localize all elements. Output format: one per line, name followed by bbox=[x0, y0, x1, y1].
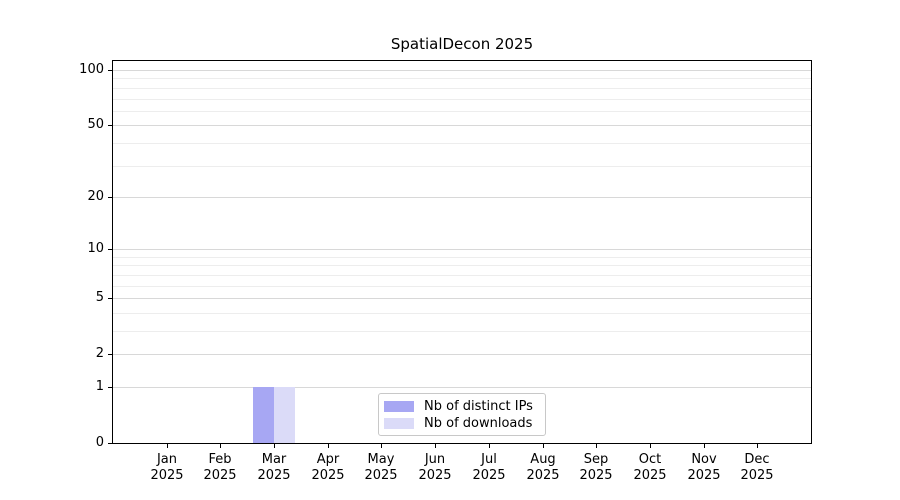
y-axis-tick-mark bbox=[108, 354, 113, 355]
y-tick-label: 20 bbox=[87, 189, 104, 204]
x-axis-tick-mark bbox=[650, 444, 651, 448]
bar-nb-of-distinct-ips bbox=[253, 387, 274, 443]
gridline-minor bbox=[113, 257, 811, 258]
gridline-minor bbox=[113, 88, 811, 89]
y-axis-tick-mark bbox=[108, 249, 113, 250]
x-axis-tick-mark bbox=[435, 444, 436, 448]
y-tick-label: 5 bbox=[95, 290, 104, 305]
y-tick-label: 0 bbox=[95, 435, 104, 450]
gridline-minor bbox=[113, 111, 811, 112]
y-tick-label: 10 bbox=[87, 241, 104, 256]
x-axis-tick-mark bbox=[381, 444, 382, 448]
gridline-major bbox=[113, 387, 811, 388]
x-tick-label: Dec 2025 bbox=[740, 452, 774, 483]
chart-title: SpatialDecon 2025 bbox=[390, 35, 534, 53]
gridline-minor bbox=[113, 286, 811, 287]
gridline-minor bbox=[113, 313, 811, 314]
bar-nb-of-downloads bbox=[274, 387, 295, 443]
x-axis-tick-mark bbox=[596, 444, 597, 448]
legend-swatch bbox=[384, 418, 414, 429]
x-tick-label: Sep 2025 bbox=[579, 452, 613, 483]
x-axis-tick-mark bbox=[543, 444, 544, 448]
legend-item: Nb of downloads bbox=[384, 416, 539, 431]
gridline-minor bbox=[113, 265, 811, 266]
plot-area bbox=[112, 60, 812, 444]
legend: Nb of distinct IPs Nb of downloads bbox=[378, 393, 546, 436]
y-axis-tick-mark bbox=[108, 387, 113, 388]
x-tick-label: Jun 2025 bbox=[418, 452, 452, 483]
y-axis-tick-mark bbox=[108, 70, 113, 71]
y-tick-label: 100 bbox=[79, 62, 104, 77]
y-tick-label: 1 bbox=[95, 379, 104, 394]
y-tick-label: 50 bbox=[87, 117, 104, 132]
gridline-major bbox=[113, 70, 811, 71]
x-tick-label: Aug 2025 bbox=[526, 452, 560, 483]
x-tick-label: Apr 2025 bbox=[311, 452, 345, 483]
gridline-minor bbox=[113, 99, 811, 100]
gridline-minor bbox=[113, 331, 811, 332]
gridline-minor bbox=[113, 166, 811, 167]
x-axis-tick-mark bbox=[704, 444, 705, 448]
gridline-minor bbox=[113, 275, 811, 276]
x-axis-tick-mark bbox=[274, 444, 275, 448]
y-axis-tick-mark bbox=[108, 125, 113, 126]
gridline-minor bbox=[113, 143, 811, 144]
x-axis-tick-mark bbox=[167, 444, 168, 448]
gridline-major bbox=[113, 298, 811, 299]
x-axis-tick-mark bbox=[489, 444, 490, 448]
x-tick-label: May 2025 bbox=[364, 452, 398, 483]
gridline-minor bbox=[113, 78, 811, 79]
legend-label: Nb of downloads bbox=[424, 416, 533, 431]
x-axis-tick-mark bbox=[220, 444, 221, 448]
x-tick-label: Feb 2025 bbox=[203, 452, 237, 483]
y-axis-tick-mark bbox=[108, 443, 113, 444]
x-tick-label: Oct 2025 bbox=[633, 452, 667, 483]
x-tick-label: Nov 2025 bbox=[687, 452, 721, 483]
y-axis-tick-mark bbox=[108, 298, 113, 299]
x-tick-label: Jan 2025 bbox=[150, 452, 184, 483]
legend-item: Nb of distinct IPs bbox=[384, 399, 539, 414]
x-axis-tick-mark bbox=[328, 444, 329, 448]
legend-label: Nb of distinct IPs bbox=[424, 399, 533, 414]
gridline-major bbox=[113, 197, 811, 198]
gridline-major bbox=[113, 249, 811, 250]
x-tick-label: Mar 2025 bbox=[257, 452, 291, 483]
y-tick-label: 2 bbox=[95, 346, 104, 361]
legend-swatch bbox=[384, 401, 414, 412]
x-axis-tick-mark bbox=[757, 444, 758, 448]
gridline-major bbox=[113, 125, 811, 126]
gridline-major bbox=[113, 354, 811, 355]
x-tick-label: Jul 2025 bbox=[472, 452, 506, 483]
y-axis-tick-mark bbox=[108, 197, 113, 198]
